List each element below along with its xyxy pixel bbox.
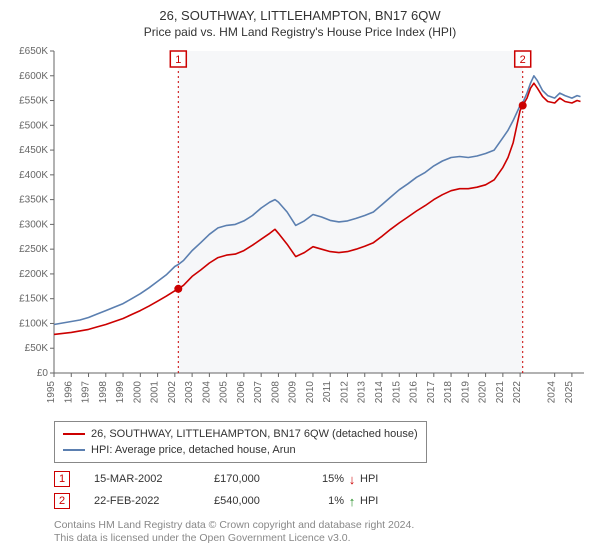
svg-text:1998: 1998 bbox=[98, 381, 109, 404]
svg-text:2006: 2006 bbox=[236, 381, 247, 404]
svg-text:£200K: £200K bbox=[19, 269, 48, 280]
svg-text:2009: 2009 bbox=[288, 381, 299, 404]
svg-text:1999: 1999 bbox=[115, 381, 126, 404]
data-point-price: £540,000 bbox=[214, 495, 304, 507]
legend-label: HPI: Average price, detached house, Arun bbox=[91, 442, 296, 458]
legend-item: HPI: Average price, detached house, Arun bbox=[63, 442, 418, 458]
svg-text:£150K: £150K bbox=[19, 294, 48, 305]
svg-text:2: 2 bbox=[520, 54, 526, 66]
svg-text:2007: 2007 bbox=[253, 381, 264, 404]
svg-text:2000: 2000 bbox=[132, 381, 143, 404]
svg-text:2011: 2011 bbox=[322, 381, 333, 403]
data-point-percent: 15% bbox=[304, 473, 344, 485]
data-point-row: 2 22-FEB-2022£540,0001%↑ HPI bbox=[54, 493, 592, 509]
data-point-label: HPI bbox=[360, 473, 378, 485]
svg-text:£650K: £650K bbox=[19, 46, 48, 57]
data-point-percent: 1% bbox=[304, 495, 344, 507]
svg-text:2022: 2022 bbox=[512, 381, 523, 404]
svg-text:2021: 2021 bbox=[495, 381, 506, 404]
svg-text:2005: 2005 bbox=[219, 381, 230, 404]
svg-text:2010: 2010 bbox=[305, 381, 316, 404]
svg-text:2024: 2024 bbox=[547, 381, 558, 404]
svg-text:£100K: £100K bbox=[19, 318, 48, 329]
svg-text:£450K: £450K bbox=[19, 145, 48, 156]
svg-text:2018: 2018 bbox=[443, 381, 454, 404]
svg-text:£550K: £550K bbox=[19, 96, 48, 107]
footer-line-1: Contains HM Land Registry data © Crown c… bbox=[54, 519, 592, 532]
svg-text:2017: 2017 bbox=[426, 381, 437, 404]
svg-text:£250K: £250K bbox=[19, 244, 48, 255]
svg-text:£300K: £300K bbox=[19, 219, 48, 230]
data-point-date: 22-FEB-2022 bbox=[94, 495, 214, 507]
data-point-date: 15-MAR-2002 bbox=[94, 473, 214, 485]
legend-label: 26, SOUTHWAY, LITTLEHAMPTON, BN17 6QW (d… bbox=[91, 426, 418, 442]
footer-attribution: Contains HM Land Registry data © Crown c… bbox=[54, 519, 592, 545]
svg-text:2013: 2013 bbox=[357, 381, 368, 404]
svg-text:2020: 2020 bbox=[478, 381, 489, 404]
svg-text:2012: 2012 bbox=[339, 381, 350, 404]
svg-text:2004: 2004 bbox=[201, 381, 212, 404]
data-point-marker: 2 bbox=[54, 493, 70, 509]
svg-text:1997: 1997 bbox=[81, 381, 92, 404]
data-point-marker: 1 bbox=[54, 471, 70, 487]
chart-area: £0 £50K £100K £150K £200K £250K £300K £350K £400… bbox=[8, 45, 592, 417]
legend-box: 26, SOUTHWAY, LITTLEHAMPTON, BN17 6QW (d… bbox=[54, 421, 427, 463]
svg-text:£350K: £350K bbox=[19, 195, 48, 206]
svg-text:£400K: £400K bbox=[19, 170, 48, 181]
arrow-down-icon: ↓ bbox=[344, 472, 360, 487]
svg-text:£50K: £50K bbox=[25, 343, 49, 354]
svg-text:2003: 2003 bbox=[184, 381, 195, 404]
arrow-up-icon: ↑ bbox=[344, 494, 360, 509]
data-point-price: £170,000 bbox=[214, 473, 304, 485]
svg-text:2001: 2001 bbox=[150, 381, 161, 404]
svg-text:2014: 2014 bbox=[374, 381, 385, 404]
svg-text:2025: 2025 bbox=[564, 381, 575, 404]
footer-line-2: This data is licensed under the Open Gov… bbox=[54, 532, 592, 545]
svg-text:2016: 2016 bbox=[409, 381, 420, 404]
svg-text:2002: 2002 bbox=[167, 381, 178, 404]
svg-text:2019: 2019 bbox=[460, 381, 471, 404]
svg-text:2015: 2015 bbox=[391, 381, 402, 404]
data-point-label: HPI bbox=[360, 495, 378, 507]
svg-text:£0: £0 bbox=[37, 368, 49, 379]
legend-item: 26, SOUTHWAY, LITTLEHAMPTON, BN17 6QW (d… bbox=[63, 426, 418, 442]
chart-container: 26, SOUTHWAY, LITTLEHAMPTON, BN17 6QW Pr… bbox=[0, 0, 600, 560]
legend-swatch bbox=[63, 449, 85, 451]
svg-text:1995: 1995 bbox=[46, 381, 57, 404]
svg-text:1: 1 bbox=[175, 54, 181, 66]
data-point-table: 1 15-MAR-2002£170,00015%↓ HPI 2 22-FEB-2022… bbox=[54, 471, 592, 515]
svg-text:£600K: £600K bbox=[19, 71, 48, 82]
chart-svg: £0 £50K £100K £150K £200K £250K £300K £350K £400… bbox=[8, 45, 592, 417]
legend-swatch bbox=[63, 433, 85, 435]
chart-subtitle: Price paid vs. HM Land Registry's House … bbox=[8, 25, 592, 39]
svg-text:2008: 2008 bbox=[270, 381, 281, 404]
svg-text:£500K: £500K bbox=[19, 120, 48, 131]
chart-title: 26, SOUTHWAY, LITTLEHAMPTON, BN17 6QW bbox=[8, 8, 592, 23]
data-point-row: 1 15-MAR-2002£170,00015%↓ HPI bbox=[54, 471, 592, 487]
svg-text:1996: 1996 bbox=[63, 381, 74, 404]
